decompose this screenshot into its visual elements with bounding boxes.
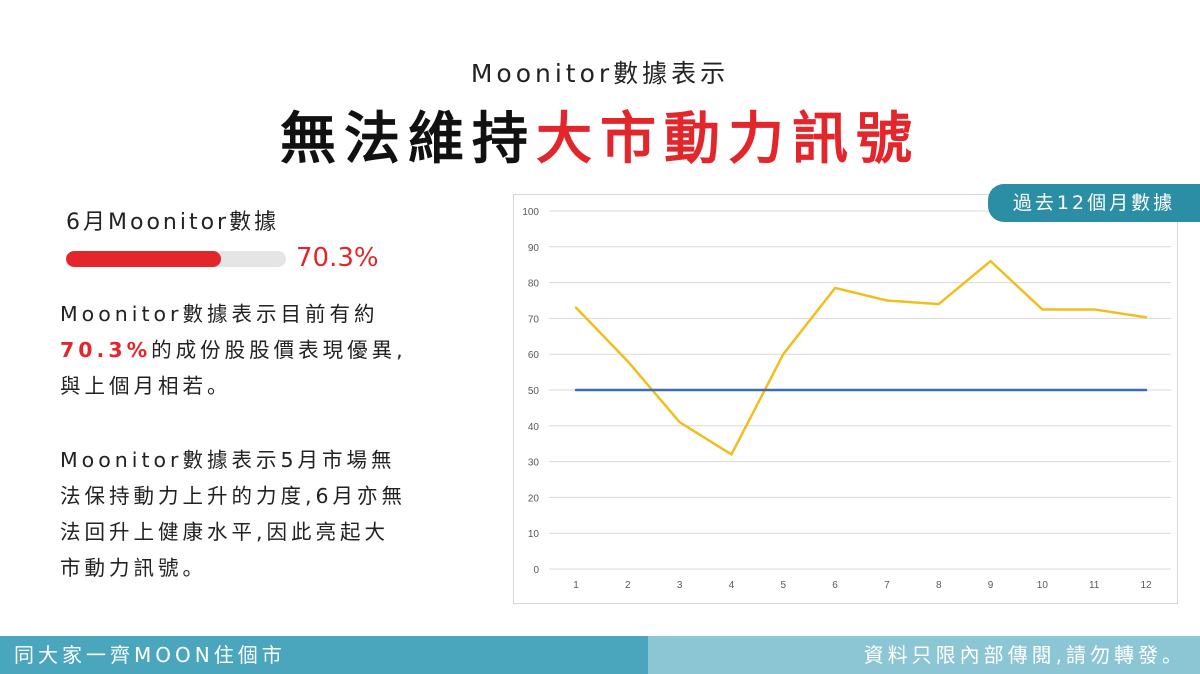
y-tick-label: 20 — [528, 493, 540, 504]
x-tick-label: 8 — [936, 580, 942, 591]
x-tick-label: 10 — [1037, 580, 1049, 591]
y-tick-label: 10 — [528, 529, 540, 540]
y-tick-label: 90 — [528, 243, 540, 254]
y-tick-label: 80 — [528, 279, 540, 290]
paragraph-2: Moonitor數據表示5月市場無 法保持動力上升的力度,6月亦無 法回升上健康… — [60, 442, 490, 586]
highlight-percent: 70.3% — [60, 338, 152, 362]
footer-slogan: 同大家一齊MOON住個市 — [0, 636, 648, 674]
paragraph-2-line: 法保持動力上升的力度,6月亦無 — [60, 484, 407, 508]
y-tick-label: 40 — [528, 422, 540, 433]
y-tick-label: 50 — [528, 386, 540, 397]
x-tick-label: 3 — [677, 580, 683, 591]
paragraph-1-line-2: 70.3%的成份股股價表現優異, — [60, 332, 490, 368]
x-tick-label: 12 — [1140, 580, 1152, 591]
paragraph-1: Moonitor數據表示目前有約 70.3%的成份股股價表現優異, 與上個月相若… — [60, 296, 490, 404]
x-tick-label: 4 — [729, 580, 735, 591]
x-tick-label: 6 — [832, 580, 838, 591]
metric-label: 6月Moonitor數據 — [66, 210, 280, 235]
y-tick-label: 100 — [522, 207, 539, 218]
x-tick-label: 1 — [573, 580, 579, 591]
paragraph-1-line-3: 與上個月相若。 — [60, 374, 232, 398]
progress-fill — [66, 251, 221, 267]
progress-value: 70.3% — [296, 243, 379, 273]
paragraph-2-line: 法回升上健康水平,因此亮起大 — [60, 520, 390, 544]
footer-disclaimer: 資料只限內部傳閱,請勿轉發。 — [648, 636, 1200, 674]
y-tick-label: 30 — [528, 458, 540, 469]
paragraph-1-line-2-rest: 的成份股股價表現優異, — [151, 338, 407, 362]
title-black-part: 無法維持 — [280, 106, 536, 172]
y-tick-label: 60 — [528, 350, 540, 361]
progress-bar — [66, 251, 286, 267]
x-tick-label: 9 — [988, 580, 994, 591]
paragraph-2-line: Moonitor數據表示5月市場無 — [60, 448, 396, 472]
title-red-part: 大市動力訊號 — [536, 106, 920, 172]
series-line-moonitor — [574, 259, 1148, 456]
x-tick-label: 2 — [625, 580, 631, 591]
period-badge: 過去12個月數據 — [988, 184, 1200, 222]
y-tick-label: 70 — [528, 314, 540, 325]
y-tick-label: 0 — [533, 565, 539, 576]
x-tick-label: 5 — [780, 580, 786, 591]
page-title: 無法維持大市動力訊號 — [0, 94, 1200, 175]
subtitle: Moonitor數據表示 — [470, 59, 730, 88]
line-chart: 0 10 20 30 40 50 60 70 80 90 100 1 2 3 4 5 6 7 8 9 10 11 12 — [513, 194, 1178, 604]
paragraph-1-line-1: Moonitor數據表示目前有約 — [60, 302, 379, 326]
paragraph-2-line: 市動力訊號。 — [60, 556, 207, 580]
x-tick-label: 7 — [884, 580, 890, 591]
x-tick-label: 11 — [1089, 580, 1100, 591]
